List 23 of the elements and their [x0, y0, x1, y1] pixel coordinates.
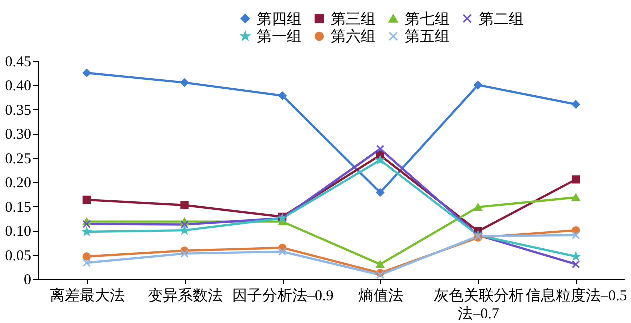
y-tick-label: 0.35 — [5, 102, 32, 119]
legend-label: 第四组 — [257, 10, 302, 28]
y-tick-label: 0.20 — [5, 176, 32, 192]
x-tick-label: 信息粒度法–0.5 — [526, 288, 628, 304]
x-tick-label: 变异系数法 — [148, 288, 223, 304]
y-tick-label: 0.30 — [5, 127, 32, 144]
x-tick-label: 因子分析法–0.9 — [232, 288, 334, 304]
x-tick-label: 离差最大法 — [50, 288, 125, 304]
y-tick-label: 0.15 — [5, 200, 32, 216]
y-tick-label: 0.25 — [5, 151, 32, 168]
legend-label: 第一组 — [257, 28, 302, 46]
y-tick-label: 0.10 — [5, 224, 32, 240]
x-tick-label: 熵值法 — [358, 288, 404, 304]
y-tick-label: 0.05 — [5, 248, 32, 264]
legend-label: 第五组 — [405, 28, 450, 46]
x-tick-label: 灰色关联分析法–0.7 — [434, 288, 524, 322]
legend-label: 第二组 — [479, 10, 524, 28]
legend-label: 第六组 — [331, 28, 376, 46]
legend-label: 第三组 — [331, 10, 376, 28]
legend-label: 第七组 — [405, 10, 450, 28]
y-tick-label: 0.45 — [5, 54, 32, 70]
y-tick-label: 0 — [24, 272, 32, 288]
y-tick-label: 0.40 — [5, 78, 32, 95]
